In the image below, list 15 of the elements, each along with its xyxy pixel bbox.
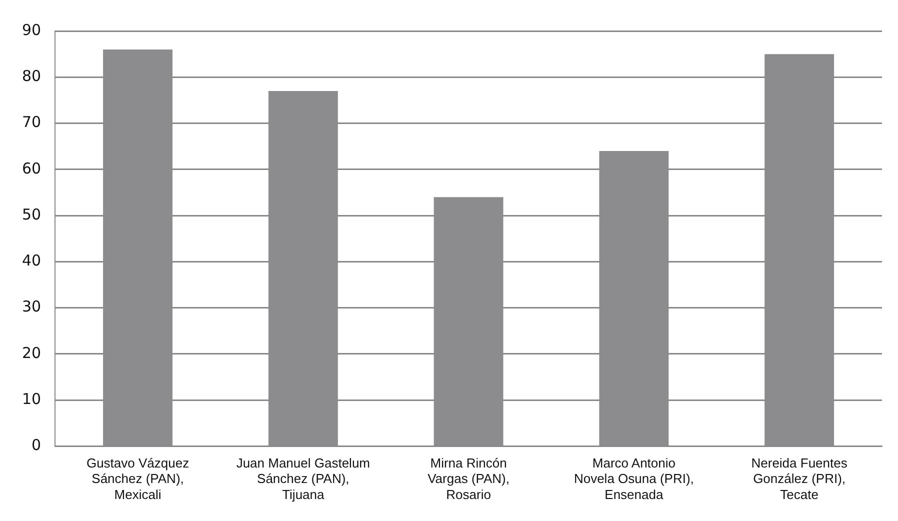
y-tick-label: 10 [22,390,42,408]
y-tick-label: 70 [22,113,42,132]
y-tick-label: 60 [22,159,42,178]
y-tick-label: 30 [22,298,42,316]
x-tick-label: Nereida Fuentes González (PRI), Tecate [751,456,848,502]
x-tick-label: Juan Manuel Gastelum Sánchez (PAN), Tijuana [236,456,370,502]
y-tick-label: 40 [22,252,42,270]
y-tick-label: 90 [22,20,42,39]
y-tick-label: 50 [22,205,42,224]
y-tick-label: 20 [22,344,42,362]
x-tick-label: Mirna Rincón Vargas (PAN), Rosario [428,456,510,502]
y-tick-label: 80 [22,67,42,86]
y-tick-label: 0 [32,436,42,454]
x-tick-label: Gustavo Vázquez Sánchez (PAN), Mexicali [86,456,190,502]
x-tick-label: Marco Antonio Novela Osuna (PRI), Ensenada [574,456,694,502]
